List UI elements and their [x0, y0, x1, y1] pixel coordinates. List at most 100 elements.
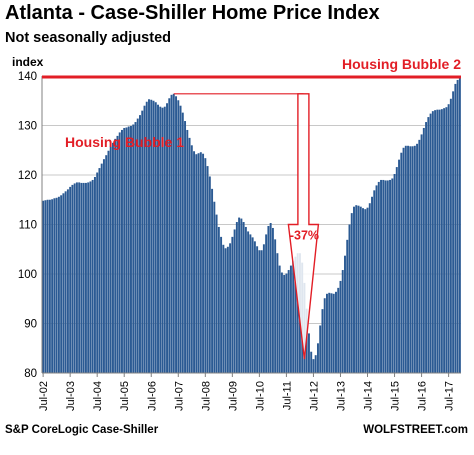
- bar: [445, 107, 448, 373]
- bar: [278, 265, 281, 373]
- bar: [393, 174, 396, 373]
- bar: [202, 153, 205, 373]
- bar: [256, 246, 259, 373]
- annotation-bubble-1: Housing Bubble 1: [65, 134, 184, 150]
- bar: [409, 146, 412, 373]
- bar: [69, 186, 72, 373]
- bar: [359, 206, 362, 373]
- x-tick-label: Jul-13: [335, 381, 347, 411]
- chart-title: Atlanta - Case-Shiller Home Price Index: [5, 2, 380, 24]
- x-tick-label: Jul-08: [200, 381, 212, 411]
- bar: [262, 244, 265, 373]
- axes: [41, 76, 461, 374]
- bar: [105, 155, 108, 373]
- x-tick-label: Jul-09: [227, 381, 239, 411]
- x-tick-label: Jul-11: [281, 381, 293, 410]
- bar: [197, 153, 200, 373]
- drawdown-arrow: [287, 93, 320, 360]
- bar: [242, 222, 245, 373]
- bar: [57, 196, 60, 373]
- bar: [84, 182, 87, 373]
- bar: [260, 250, 263, 373]
- bar: [231, 236, 234, 374]
- bar: [447, 104, 450, 374]
- bar: [407, 145, 410, 373]
- bar: [427, 117, 430, 373]
- bar: [73, 183, 76, 373]
- x-tick-label: Jul-07: [173, 381, 185, 411]
- chart-subtitle: Not seasonally adjusted: [5, 30, 171, 46]
- bar: [123, 127, 126, 373]
- bar: [420, 134, 423, 373]
- bar: [235, 222, 238, 373]
- bar: [314, 355, 317, 373]
- brand-label: WOLFSTREET.com: [363, 424, 468, 436]
- bar: [136, 118, 139, 373]
- bar: [240, 218, 243, 373]
- bar: [130, 125, 132, 374]
- bar: [411, 146, 414, 373]
- bar: [170, 94, 173, 373]
- bar: [357, 205, 360, 373]
- bar: [373, 190, 376, 373]
- bar: [371, 196, 373, 373]
- bar: [66, 189, 69, 373]
- bar: [323, 298, 326, 373]
- bar: [296, 253, 299, 373]
- bar: [163, 106, 166, 373]
- x-tick-label: Jul-12: [308, 381, 320, 411]
- bar: [391, 178, 394, 373]
- y-axis-label: index: [12, 55, 44, 69]
- bar: [384, 180, 387, 373]
- bar: [355, 205, 358, 373]
- bar: [177, 100, 180, 373]
- bar: [418, 139, 421, 373]
- bar: [332, 293, 335, 373]
- bar: [204, 158, 207, 373]
- x-tick-label: Jul-06: [146, 381, 158, 411]
- bar: [404, 145, 407, 373]
- bar: [416, 143, 419, 373]
- bar: [188, 137, 191, 374]
- bar: [121, 129, 123, 373]
- bar: [148, 99, 150, 373]
- bar: [213, 201, 216, 373]
- bar: [244, 226, 247, 373]
- y-tick-label: 100: [18, 269, 37, 281]
- bar: [179, 105, 182, 373]
- bar: [181, 112, 184, 373]
- bar: [51, 199, 54, 373]
- bar: [215, 214, 218, 373]
- source-label: S&P CoreLogic Case-Shiller: [5, 424, 159, 436]
- bar: [247, 231, 250, 373]
- bar: [168, 98, 171, 374]
- bar: [118, 132, 121, 373]
- bar: [132, 124, 135, 373]
- bar: [44, 200, 47, 373]
- annotation-bubble-2: Housing Bubble 2: [342, 56, 461, 72]
- bar: [217, 226, 220, 373]
- bar: [111, 142, 114, 373]
- bar: [337, 287, 340, 373]
- bar: [413, 145, 416, 373]
- bar: [159, 106, 162, 373]
- bar: [125, 127, 128, 373]
- y-tick-label: 90: [24, 319, 37, 331]
- bar: [366, 207, 369, 373]
- x-tick-label: Jul-15: [390, 381, 402, 411]
- bar: [208, 176, 211, 373]
- bar: [184, 121, 187, 373]
- bar: [190, 145, 193, 373]
- bar: [71, 184, 74, 373]
- bar: [93, 176, 96, 373]
- bar: [78, 182, 81, 373]
- bar: [89, 181, 92, 373]
- bar: [310, 351, 313, 373]
- bar: [364, 209, 367, 373]
- bar: [402, 147, 405, 373]
- bar: [287, 270, 290, 373]
- y-tick-label: 80: [24, 368, 37, 380]
- bar: [150, 99, 153, 373]
- annotations: Housing Bubble 2 Housing Bubble 1 -37%: [42, 56, 461, 360]
